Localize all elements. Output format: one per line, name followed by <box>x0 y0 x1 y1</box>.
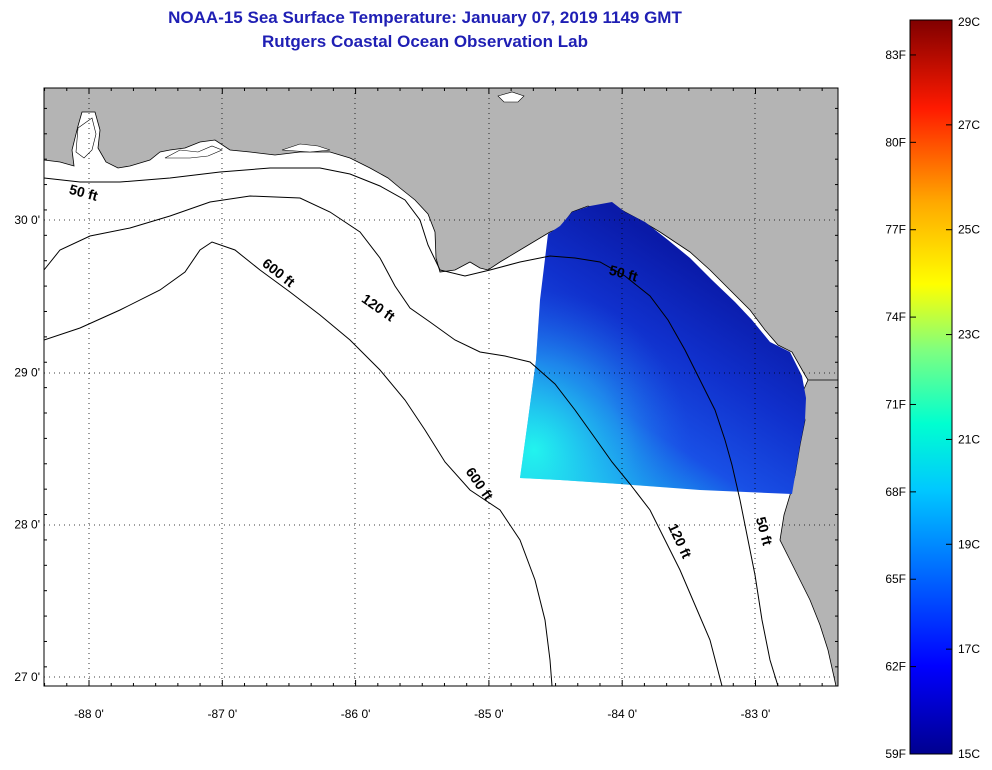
colorbar-celsius-label: 29C <box>958 15 980 29</box>
lon-tick-label: -86 0' <box>341 707 371 721</box>
lon-tick-label: -85 0' <box>474 707 504 721</box>
map-title: NOAA-15 Sea Surface Temperature: January… <box>168 8 682 27</box>
colorbar-celsius-label: 19C <box>958 537 980 551</box>
lat-tick-label: 28 0' <box>14 518 40 532</box>
lon-tick-label: -84 0' <box>607 707 637 721</box>
lat-tick-label: 30 0' <box>14 213 40 227</box>
lat-tick-label: 29 0' <box>14 365 40 379</box>
colorbar-celsius-label: 17C <box>958 642 980 656</box>
colorbar-celsius-label: 23C <box>958 328 980 342</box>
colorbar-celsius-label: 25C <box>958 223 980 237</box>
colorbar-fahrenheit-label: 74F <box>885 310 906 324</box>
depth-contour-label: 50 ft <box>68 181 100 204</box>
colorbar-fahrenheit-label: 68F <box>885 485 906 499</box>
colorbar-celsius-label: 15C <box>958 747 980 761</box>
colorbar-fahrenheit-label: 80F <box>885 135 906 149</box>
colorbar-fahrenheit-label: 71F <box>885 397 906 411</box>
colorbar-fahrenheit-label: 59F <box>885 747 906 761</box>
depth-contour-label: 50 ft <box>608 262 640 285</box>
colorbar-fahrenheit-label: 83F <box>885 48 906 62</box>
depth-contour-label: 50 ft <box>753 515 776 547</box>
lat-tick-label: 27 0' <box>14 670 40 684</box>
colorbar-celsius-label: 21C <box>958 432 980 446</box>
colorbar-fahrenheit-label: 65F <box>885 572 906 586</box>
map-frame <box>43 87 839 687</box>
colorbar-fahrenheit-label: 77F <box>885 223 906 237</box>
colorbar-celsius-label: 27C <box>958 118 980 132</box>
map-subtitle: Rutgers Coastal Ocean Observation Lab <box>262 32 588 51</box>
lon-tick-label: -88 0' <box>74 707 104 721</box>
colorbar-fahrenheit-label: 62F <box>885 660 906 674</box>
lon-tick-label: -87 0' <box>207 707 237 721</box>
sst-colorbar <box>909 19 953 755</box>
land-area <box>44 88 838 686</box>
lon-tick-label: -83 0' <box>741 707 771 721</box>
